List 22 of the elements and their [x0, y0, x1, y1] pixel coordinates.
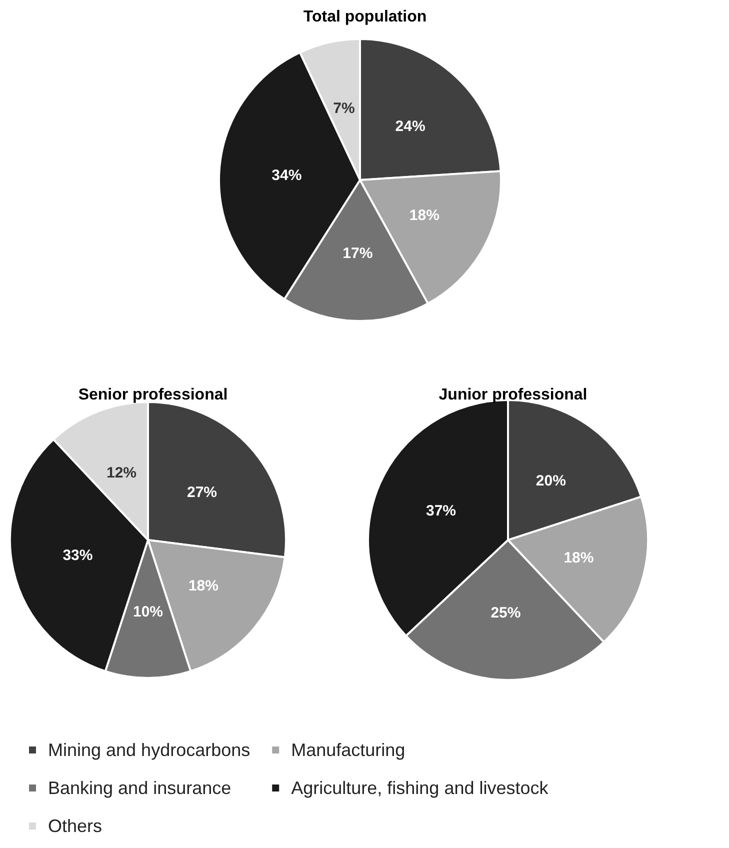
data-label: 25%: [490, 604, 521, 622]
data-label: 27%: [186, 484, 218, 501]
data-label: 18%: [188, 577, 218, 594]
data-label: 18%: [564, 550, 594, 567]
chart-title: Total population: [303, 8, 427, 26]
data-label: 18%: [409, 206, 440, 224]
legend-label: Manufacturing: [291, 740, 406, 760]
legend-label: Agriculture, fishing and livestock: [291, 778, 550, 798]
data-label: 24%: [395, 118, 426, 135]
legend-label: Mining and hydrocarbons: [48, 740, 250, 760]
data-label: 7%: [333, 100, 355, 117]
legend-label: Others: [48, 816, 102, 836]
data-label: 33%: [62, 547, 93, 564]
data-label: 37%: [426, 502, 456, 520]
data-label: 10%: [132, 604, 164, 620]
data-label: 17%: [342, 244, 373, 262]
legend-label: Banking and insurance: [48, 778, 232, 798]
chart-title: Senior professional: [78, 386, 228, 404]
data-label: 12%: [106, 464, 137, 482]
data-label: 34%: [272, 166, 302, 184]
chart-title: Junior professional: [438, 386, 588, 404]
data-label: 20%: [536, 472, 566, 490]
